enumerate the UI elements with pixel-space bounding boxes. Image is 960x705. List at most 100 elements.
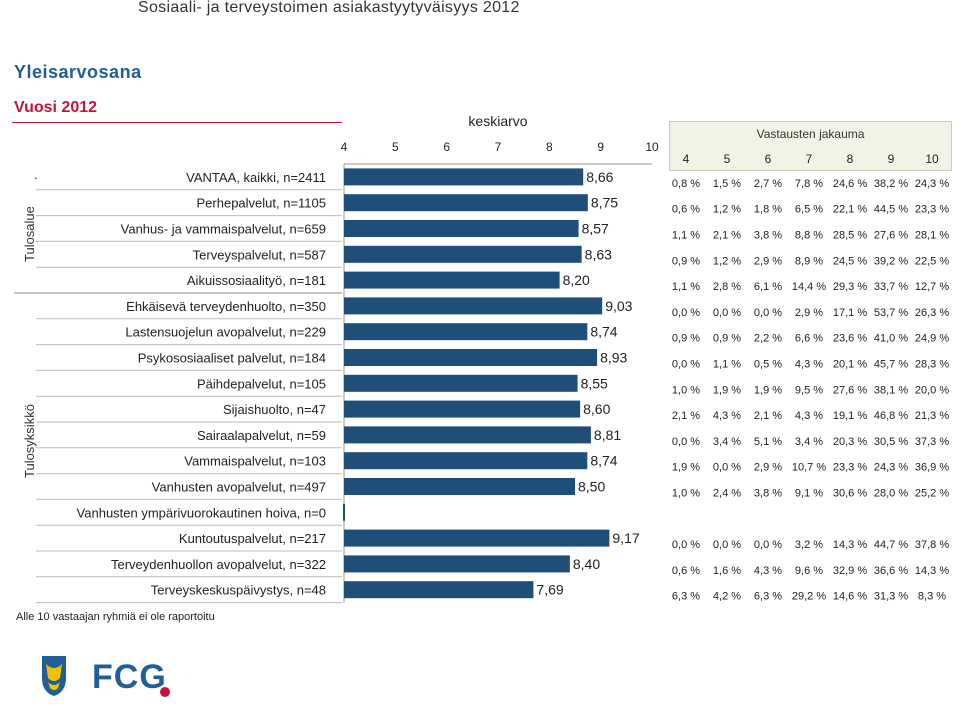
bar — [344, 555, 570, 573]
category-label: Vanhusten avopalvelut, n=497 — [152, 480, 326, 495]
distribution-cell: 10,7 % — [792, 462, 826, 474]
distribution-cell: 4,3 % — [713, 410, 741, 422]
distribution-cell: 5,1 % — [754, 436, 782, 448]
distribution-cell: 6,3 % — [754, 591, 782, 603]
bar — [344, 168, 584, 186]
distribution-cell: 2,4 % — [713, 488, 741, 500]
distribution-header-label: 7 — [806, 152, 813, 166]
distribution-cell: 24,6 % — [833, 178, 867, 190]
distribution-cell: 0,0 % — [672, 539, 700, 551]
distribution-cell: 38,2 % — [874, 178, 908, 190]
distribution-cell: 4,2 % — [713, 591, 741, 603]
vantaa-coat-of-arms-icon — [42, 656, 66, 696]
distribution-cell: 24,3 % — [874, 462, 908, 474]
distribution-cell: 1,5 % — [713, 178, 741, 190]
distribution-cell: 7,8 % — [795, 178, 823, 190]
distribution-cell: 19,1 % — [833, 410, 867, 422]
distribution-cell: 44,5 % — [874, 204, 908, 216]
distribution-cell: 6,5 % — [795, 204, 823, 216]
category-label: Perhepalvelut, n=1105 — [197, 196, 327, 211]
distribution-cell: 8,3 % — [918, 591, 946, 603]
bar — [344, 220, 579, 237]
distribution-cell: 36,6 % — [874, 565, 908, 577]
distribution-cell: 28,5 % — [833, 230, 867, 242]
distribution-cell: 0,0 % — [713, 307, 741, 319]
category-label: Vanhus- ja vammaispalvelut, n=659 — [121, 222, 326, 237]
distribution-title: Vastausten jakauma — [756, 127, 865, 141]
distribution-cell: 24,5 % — [833, 255, 867, 267]
bar — [344, 452, 588, 470]
distribution-cell: 14,6 % — [833, 591, 867, 603]
distribution-cell: 25,2 % — [915, 488, 949, 500]
distribution-header-label: 9 — [888, 152, 895, 166]
distribution-cell: 9,1 % — [795, 488, 823, 500]
distribution-cell: 0,6 % — [672, 204, 700, 216]
distribution-cell: 20,3 % — [833, 436, 867, 448]
category-label: Terveydenhuollon avopalvelut, n=322 — [111, 557, 326, 572]
distribution-cell: 0,0 % — [754, 539, 782, 551]
distribution-header-label: 8 — [847, 152, 854, 166]
distribution-cell: 30,5 % — [874, 436, 908, 448]
distribution-cell: 3,8 % — [754, 230, 782, 242]
section-title: Yleisarvosana — [14, 62, 142, 82]
distribution-cell: 1,2 % — [713, 204, 741, 216]
distribution-header-label: 10 — [925, 152, 939, 166]
distribution-cell: 3,8 % — [754, 488, 782, 500]
category-label: Terveyskeskuspäivystys, n=48 — [151, 583, 326, 598]
distribution-cell: 31,3 % — [874, 591, 908, 603]
bar-value-label: 8,74 — [590, 453, 617, 469]
bar — [344, 323, 588, 341]
x-tick-label: 5 — [392, 140, 399, 154]
distribution-header-label: 6 — [765, 152, 772, 166]
distribution-cell: 6,6 % — [795, 333, 823, 345]
category-label: Sijaishuolto, n=47 — [223, 402, 326, 417]
bar — [344, 581, 534, 599]
distribution-cell: 2,2 % — [754, 333, 782, 345]
distribution-cell: 1,1 % — [672, 230, 700, 242]
x-tick-label: 9 — [597, 140, 604, 154]
x-tick-label: 6 — [443, 140, 450, 154]
distribution-cell: 39,2 % — [874, 255, 908, 267]
distribution-header-label: 5 — [724, 152, 731, 166]
distribution-cell: 27,6 % — [874, 230, 908, 242]
distribution-cell: 23,3 % — [833, 462, 867, 474]
row-marker-dot: . — [34, 167, 38, 182]
distribution-cell: 20,1 % — [833, 359, 867, 371]
bar — [344, 374, 578, 392]
category-label: Sairaalapalvelut, n=59 — [197, 428, 326, 443]
category-label: Terveyspalvelut, n=587 — [193, 247, 326, 262]
distribution-cell: 4,3 % — [795, 359, 823, 371]
bar-value-label: 8,93 — [600, 350, 627, 366]
bar — [344, 245, 582, 263]
distribution-cell: 0,5 % — [754, 359, 782, 371]
bar — [344, 271, 560, 289]
distribution-cell: 2,8 % — [713, 281, 741, 293]
distribution-cell: 32,9 % — [833, 565, 867, 577]
bar-value-label: 9,03 — [605, 298, 632, 314]
distribution-cell: 0,9 % — [672, 255, 700, 267]
distribution-cell: 45,7 % — [874, 359, 908, 371]
bar — [344, 194, 588, 212]
distribution-cell: 0,0 % — [672, 307, 700, 319]
distribution-cell: 2,9 % — [754, 462, 782, 474]
year-title: Vuosi 2012 — [14, 99, 98, 116]
distribution-cell: 1,9 % — [754, 384, 782, 396]
bar — [344, 529, 610, 547]
category-label: Psykososiaaliset palvelut, n=184 — [138, 351, 326, 366]
bar — [344, 478, 575, 495]
distribution-cell: 38,1 % — [874, 384, 908, 396]
distribution-cell: 14,3 % — [915, 565, 949, 577]
distribution-cell: 17,1 % — [833, 307, 867, 319]
category-label: Päihdepalvelut, n=105 — [197, 376, 326, 391]
distribution-cell: 20,0 % — [915, 384, 949, 396]
distribution-cell: 41,0 % — [874, 333, 908, 345]
distribution-cell: 0,8 % — [672, 178, 700, 190]
page-header-title: Sosiaali- ja terveystoimen asiakastyytyv… — [138, 0, 520, 16]
distribution-cell: 29,2 % — [792, 591, 826, 603]
bar — [343, 503, 345, 521]
distribution-cell: 2,1 % — [713, 230, 741, 242]
bar-value-label: 7,69 — [536, 582, 563, 598]
bar-value-label: 8,55 — [581, 375, 608, 391]
category-label: Vanhusten ympärivuorokautinen hoiva, n=0 — [77, 505, 326, 520]
